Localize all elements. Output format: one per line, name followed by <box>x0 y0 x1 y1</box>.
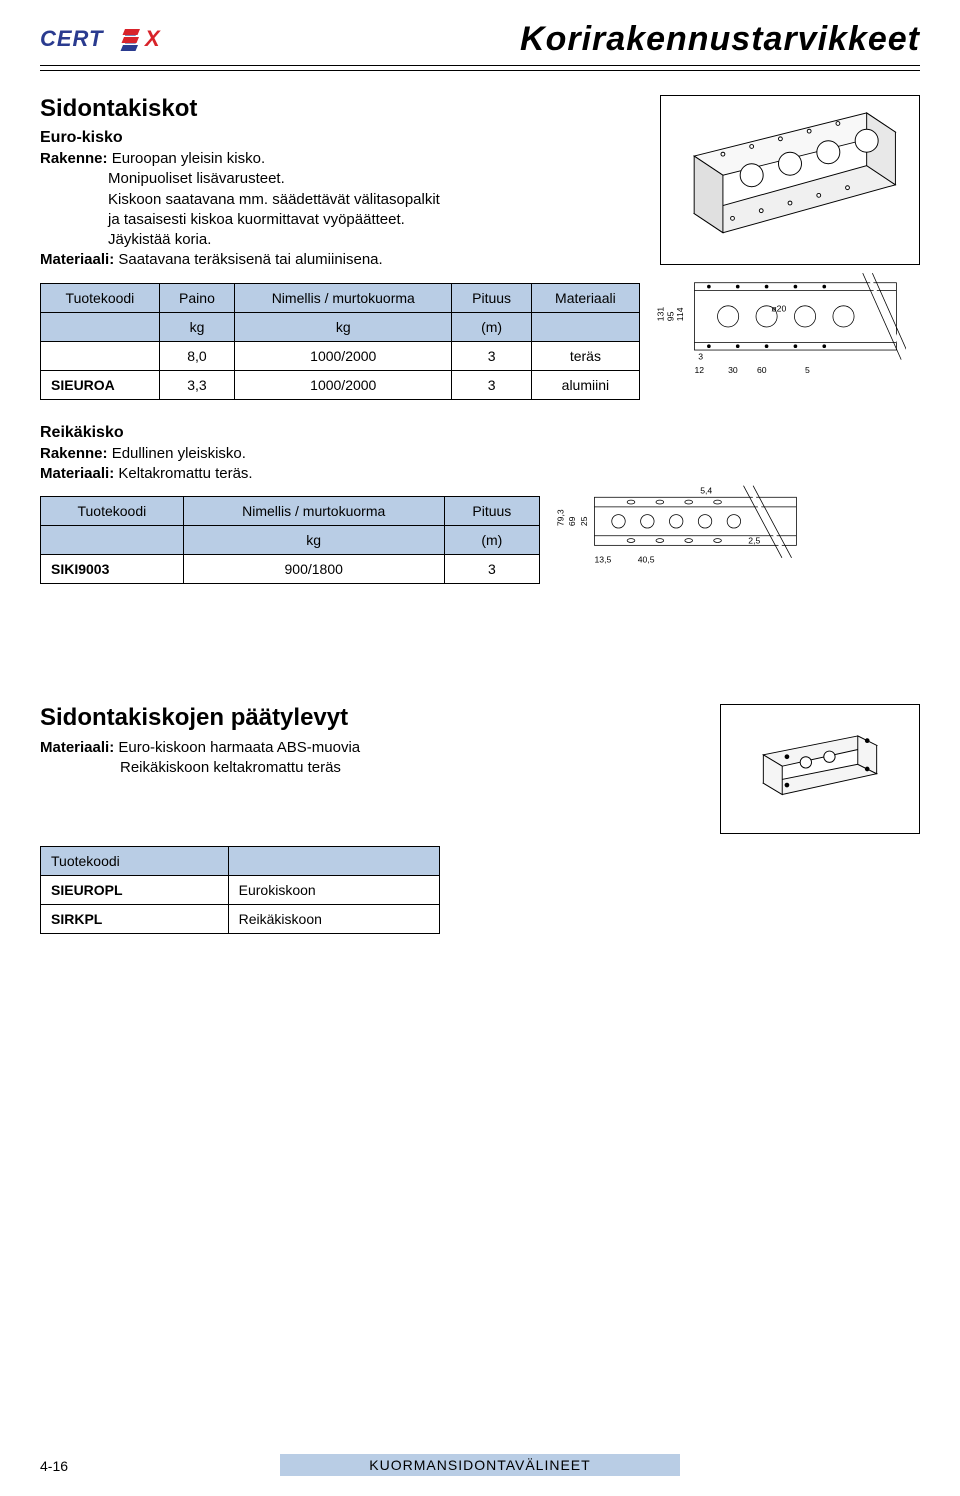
col-tuotekoodi: Tuotekoodi <box>41 847 229 876</box>
col-empty <box>228 847 439 876</box>
table-row: SIKI9003 900/1800 3 <box>41 555 540 584</box>
unit-cell <box>531 312 639 341</box>
svg-text:X: X <box>143 26 161 51</box>
col-materiaali: Materiaali <box>531 283 639 312</box>
svg-text:13,5: 13,5 <box>594 555 611 565</box>
heading-paatylevyt: Sidontakiskojen päätylevyt <box>40 704 704 732</box>
table-row: SIEUROPL Eurokiskoon <box>41 876 440 905</box>
body-line3: Kiskoon saatavana mm. säädettävät välita… <box>108 190 644 210</box>
certex-logo: CERT ≡ X <box>40 23 210 57</box>
svg-text:3: 3 <box>698 351 703 361</box>
col-tuotekoodi: Tuotekoodi <box>41 497 184 526</box>
svg-text:25: 25 <box>579 516 589 526</box>
page-title: Korirakennustarvikkeet <box>520 20 920 59</box>
svg-text:114: 114 <box>675 307 685 321</box>
svg-text:5,4: 5,4 <box>700 485 712 495</box>
col-pituus: Pituus <box>452 283 531 312</box>
sub-eurokisko: Euro-kisko <box>40 129 644 147</box>
table-row: SIEUROA 3,3 1000/2000 3 alumiini <box>41 370 640 399</box>
materiaali-text3: Euro-kiskoon harmaata ABS-muovia <box>114 739 360 756</box>
table-eurokisko: Tuotekoodi Paino Nimellis / murtokuorma … <box>40 283 640 400</box>
unit-cell: kg <box>159 312 234 341</box>
col-paino: Paino <box>159 283 234 312</box>
svg-text:95: 95 <box>665 311 675 321</box>
svg-text:5: 5 <box>805 365 810 375</box>
rakenne-text: Euroopan yleisin kisko. <box>108 150 266 167</box>
col-murtokuorma: Nimellis / murtokuorma <box>235 283 452 312</box>
sub-reikakisko: Reikäkisko <box>40 424 920 442</box>
reikakisko-dimension-diagram: 5,4 79,3 69 25 2,5 13,5 40,5 <box>556 484 806 574</box>
table-paatylevyt: Tuotekoodi SIEUROPL Eurokiskoon SIRKPL R… <box>40 846 440 934</box>
footer-title-bar: KUORMANSIDONTAVÄLINEET <box>280 1454 680 1476</box>
heading-sidontakiskot: Sidontakiskot <box>40 95 644 123</box>
col-pituus: Pituus <box>444 497 539 526</box>
paatylevyt-line2: Reikäkiskoon keltakromattu teräs <box>120 758 704 778</box>
rakenne-label2: Rakenne: <box>40 445 108 462</box>
eurokisko-illustration <box>660 95 920 265</box>
section-paatylevyt: Sidontakiskojen päätylevyt Materiaali: E… <box>40 704 920 934</box>
svg-text:131: 131 <box>656 306 666 321</box>
svg-text:69: 69 <box>567 516 577 526</box>
rakenne-text2: Edullinen yleiskisko. <box>108 445 246 462</box>
table-row: SIRKPL Reikäkiskoon <box>41 905 440 934</box>
svg-text:30: 30 <box>728 365 738 375</box>
rakenne-label: Rakenne: <box>40 150 108 167</box>
table-reikakisko: Tuotekoodi Nimellis / murtokuorma Pituus… <box>40 496 540 584</box>
body-line2: Monipuoliset lisävarusteet. <box>108 169 644 189</box>
section-sidontakiskot: Sidontakiskot Euro-kisko Rakenne: Euroop… <box>40 95 920 400</box>
page-header: CERT ≡ X Korirakennustarvikkeet <box>40 20 920 59</box>
header-rule <box>40 65 920 71</box>
svg-text:12: 12 <box>694 365 704 375</box>
unit-cell: (m) <box>452 312 531 341</box>
materiaali-label: Materiaali: <box>40 251 114 268</box>
unit-cell <box>41 526 184 555</box>
svg-text:2,5: 2,5 <box>748 535 760 545</box>
eurokisko-dimension-diagram: 131 95 114 ø20 3 12 30 60 5 <box>656 271 906 381</box>
col-tuotekoodi: Tuotekoodi <box>41 283 160 312</box>
section-reikakisko: Reikäkisko Rakenne: Edullinen yleiskisko… <box>40 424 920 585</box>
svg-text:40,5: 40,5 <box>638 555 655 565</box>
materiaali-text: Saatavana teräksisenä tai alumiinisena. <box>114 251 383 268</box>
unit-cell <box>41 312 160 341</box>
col-murtokuorma: Nimellis / murtokuorma <box>183 497 444 526</box>
page-footer: 4-16 KUORMANSIDONTAVÄLINEET <box>0 1446 960 1496</box>
unit-cell: (m) <box>444 526 539 555</box>
materiaali-label2: Materiaali: <box>40 465 114 482</box>
body-line5: Jäykistää koria. <box>108 230 644 250</box>
body-line4: ja tasaisesti kiskoa kuormittavat vyöpää… <box>108 210 644 230</box>
materiaali-text2: Keltakromattu teräs. <box>114 465 252 482</box>
table-row: 8,0 1000/2000 3 teräs <box>41 341 640 370</box>
svg-text:CERT: CERT <box>40 26 104 51</box>
svg-text:60: 60 <box>757 365 767 375</box>
materiaali-label3: Materiaali: <box>40 739 114 756</box>
unit-cell: kg <box>183 526 444 555</box>
svg-text:79,3: 79,3 <box>556 509 566 526</box>
page-number: 4-16 <box>40 1458 68 1474</box>
unit-cell: kg <box>235 312 452 341</box>
paatylevy-illustration <box>720 704 920 834</box>
svg-text:ø20: ø20 <box>771 303 786 313</box>
